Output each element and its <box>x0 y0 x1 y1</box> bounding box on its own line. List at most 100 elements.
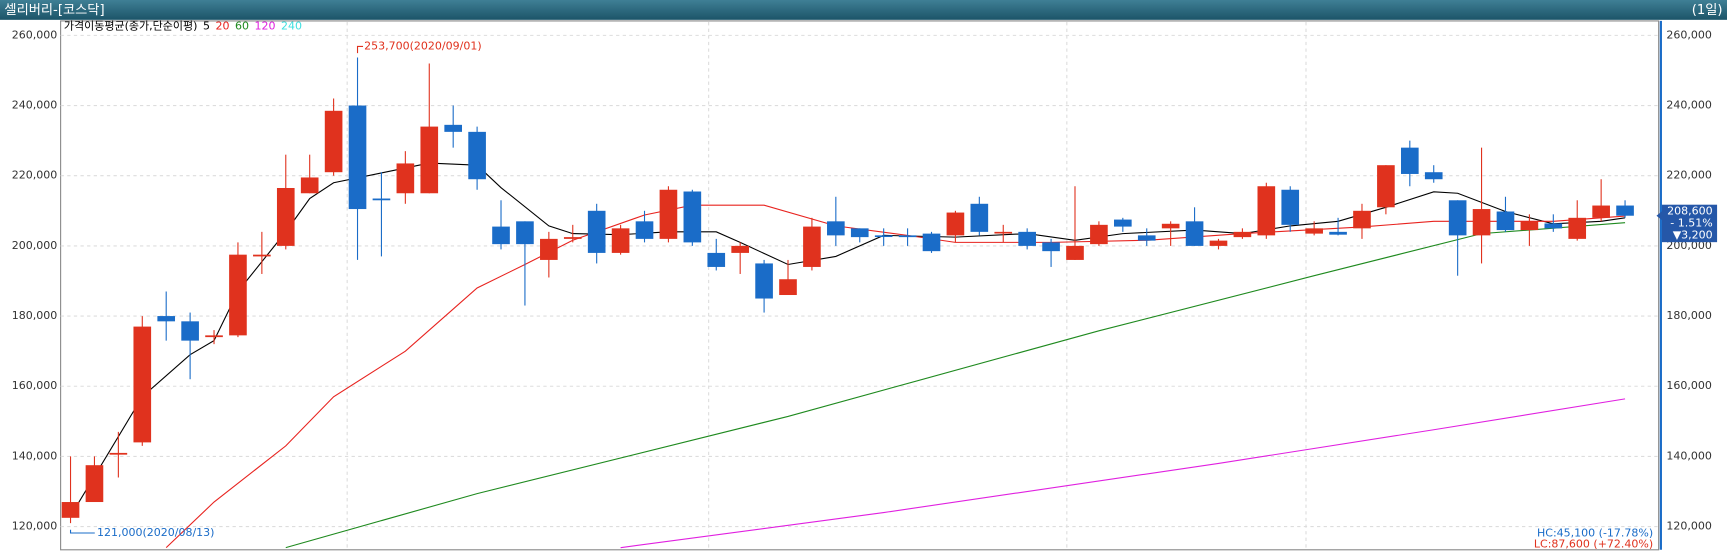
candle-body <box>970 203 989 232</box>
candle-body <box>109 452 128 455</box>
legend-entry: 5 <box>203 19 210 32</box>
moving-average <box>70 162 1626 517</box>
candle-body <box>898 235 917 238</box>
candle-body <box>253 254 271 257</box>
high-label: 253,700(2020/09/01) <box>364 39 482 52</box>
y-tick-label-right: 240,000 <box>1666 99 1712 112</box>
candle-body <box>1616 205 1634 216</box>
y-tick-label: 260,000 <box>12 28 58 41</box>
candle-body <box>707 252 726 267</box>
candle-body <box>85 465 104 503</box>
candle-body <box>779 279 797 296</box>
y-tick-label-right: 120,000 <box>1666 520 1712 533</box>
candle-body <box>850 228 869 238</box>
candle-body <box>61 502 80 518</box>
candle-body <box>1114 219 1132 227</box>
hc-label: HC:45,100 (-17.78%) <box>1537 526 1653 539</box>
low-label: 121,000(2020/08/13) <box>97 526 215 539</box>
title-bar <box>0 0 1727 20</box>
candle-body <box>659 189 678 239</box>
candle-body <box>205 335 223 338</box>
candle-body <box>587 210 606 253</box>
candle-body <box>1090 224 1108 245</box>
high-pointer <box>356 45 364 54</box>
candle-body <box>1161 223 1180 229</box>
candle-body <box>1042 242 1060 252</box>
candle-body <box>1472 209 1491 236</box>
candle-body <box>181 321 199 341</box>
candle-body <box>731 245 749 253</box>
candle-body <box>1185 221 1204 246</box>
candle-body <box>1329 231 1347 235</box>
candle-body <box>1281 189 1300 225</box>
candle-body <box>1448 200 1467 236</box>
y-tick-label: 240,000 <box>12 99 58 112</box>
y-tick-label-right: 160,000 <box>1666 379 1712 392</box>
candle-body <box>1520 221 1539 231</box>
y-tick-label: 200,000 <box>12 239 58 252</box>
y-tick-label-right: 260,000 <box>1666 28 1712 41</box>
candle-body <box>492 226 510 245</box>
candle-body <box>229 254 247 336</box>
candle-body <box>444 124 463 132</box>
candle-body <box>372 198 391 201</box>
candle-body <box>635 221 654 239</box>
candle-body <box>994 231 1013 234</box>
y-tick-label-right: 180,000 <box>1666 309 1712 322</box>
candle-body <box>946 212 965 236</box>
candle-body <box>1209 240 1228 246</box>
candle-body <box>540 238 558 260</box>
candle-body <box>563 237 582 239</box>
date-grid <box>346 22 1307 549</box>
candle-body <box>133 326 152 443</box>
lc-label: LC:87,600 (+72.40%) <box>1534 537 1653 550</box>
price-pointer <box>1656 211 1662 221</box>
candle-body <box>1400 147 1419 174</box>
legend-title: 가격이동평균(종가,단순이평) <box>64 19 198 32</box>
candle-body <box>611 228 630 253</box>
candle-body <box>1066 245 1084 260</box>
candle-body <box>922 233 941 252</box>
y-tick-label-right: 140,000 <box>1666 449 1712 462</box>
y-tick-label: 160,000 <box>12 379 58 392</box>
candle-body <box>324 110 343 173</box>
candle-body <box>1305 228 1323 234</box>
candle-body <box>1568 217 1587 239</box>
y-tick-label: 180,000 <box>12 309 58 322</box>
candle-body <box>396 163 415 194</box>
candle-body <box>300 177 319 194</box>
low-pointer <box>69 529 95 534</box>
legend-entry: 60 <box>235 19 249 32</box>
candle-body <box>1257 186 1276 236</box>
moving-average <box>620 398 1626 549</box>
candle-body <box>1353 210 1371 229</box>
candle-body <box>468 131 486 180</box>
chart-title: 셀리버리-[코스닥] <box>4 2 104 18</box>
legend-entry: 240 <box>281 19 302 32</box>
last-diff: ▼3,200 <box>1673 229 1713 242</box>
plot-frame <box>60 20 1660 551</box>
candle-body <box>1496 211 1515 231</box>
candle-body <box>755 263 773 299</box>
candle-body <box>1377 165 1395 208</box>
period: (1일) <box>1692 2 1723 18</box>
y-tick-label-right: 220,000 <box>1666 169 1712 182</box>
candle-body <box>157 316 176 322</box>
candle-body <box>683 191 702 243</box>
candle-body <box>874 235 893 238</box>
price-box <box>1661 204 1718 243</box>
candle-body <box>1018 231 1036 246</box>
candle-body <box>420 126 439 194</box>
candle-body <box>276 187 295 246</box>
plot-area <box>61 57 1634 549</box>
candle-body <box>1544 223 1563 229</box>
moving-average <box>285 222 1626 549</box>
last-change: - 1.51% <box>1670 216 1712 229</box>
candle-body <box>1233 231 1252 238</box>
y-tick-label: 120,000 <box>12 520 58 533</box>
candle-body <box>516 221 534 245</box>
candle-body <box>827 221 845 236</box>
last-price: 208,600 <box>1667 204 1713 217</box>
candle-body <box>1137 235 1156 241</box>
